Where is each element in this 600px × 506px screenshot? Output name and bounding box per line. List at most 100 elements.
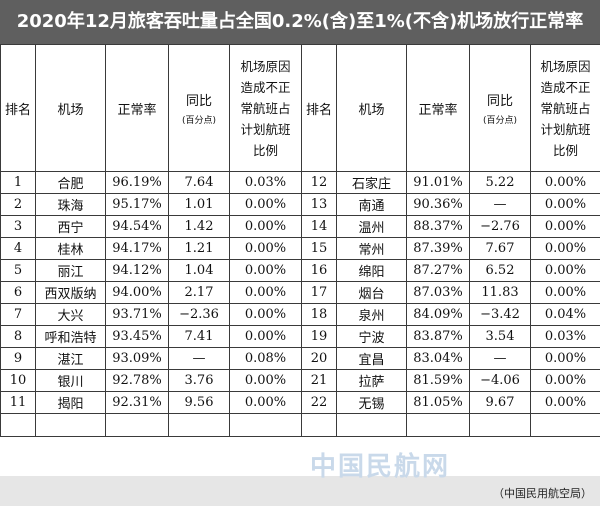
cell-airport: 宜昌 [336,347,407,370]
cell-yoy: 9.56 [168,391,230,414]
cell-airport: 合肥 [35,171,106,194]
cell-airport: 烟台 [336,281,407,304]
cell-ratio: 0.00% [229,215,302,238]
table-row: 10 银川 92.78% 3.76 0.00% 21 拉萨 81.59% −4.06 0.00% [0,369,600,392]
cell-rank: 13 [301,193,337,216]
cell-ratio: 0.00% [229,391,302,414]
cell-rate: 92.31% [105,391,169,414]
cell-airport: 无锡 [336,391,407,414]
cell-ratio: 0.00% [530,237,600,260]
table-row: 3 西宁 94.54% 1.42 0.00% 14 温州 88.37% −2.76 0.00% [0,215,600,238]
cell-empty [301,413,337,437]
cell-empty [336,413,407,437]
cell-yoy: 3.76 [168,369,230,392]
cell-ratio: 0.00% [530,347,600,370]
cell-rate: 87.39% [406,237,470,260]
cell-rank: 1 [0,171,36,194]
cell-rate: 92.78% [105,369,169,392]
cell-yoy: 1.04 [168,259,230,282]
cell-yoy: 2.17 [168,281,230,304]
cell-airport: 珠海 [35,193,106,216]
on-time-rate-table-container: 排名 机场 正常率 同比 (百分点) 机场原因 造成不正 常航班占 计划航班 比例 排名 … [0,44,600,476]
cell-rank: 14 [301,215,337,238]
cell-airport: 温州 [336,215,407,238]
cell-rank: 11 [0,391,36,414]
cell-airport: 银川 [35,369,106,392]
cell-airport: 石家庄 [336,171,407,194]
cell-yoy: 1.21 [168,237,230,260]
table-row: 9 湛江 93.09% —0.08% 20 宜昌 83.04% —0.00% [0,347,600,370]
cell-rank: 7 [0,303,36,326]
cell-rate: 91.01% [406,171,470,194]
cell-ratio: 0.00% [530,171,600,194]
cell-yoy: −2.76 [469,215,531,238]
cell-rate: 96.19% [105,171,169,194]
table-row: 6 西双版纳 94.00% 2.17 0.00% 17 烟台 87.03% 11.83 0.00% [0,281,600,304]
cell-rank: 16 [301,259,337,282]
cell-ratio: 0.00% [229,237,302,260]
cell-yoy: — [469,193,531,216]
on-time-rate-table: 排名 机场 正常率 同比 (百分点) 机场原因 造成不正 常航班占 计划航班 比例 排名 … [0,44,600,437]
table-row: 11 揭阳 92.31% 9.56 0.00% 22 无锡 81.05% 9.67 0.00% [0,391,600,414]
cell-ratio: 0.08% [229,347,302,370]
cell-rate: 83.87% [406,325,470,348]
cell-rank: 10 [0,369,36,392]
header-yoy-left: 同比 (百分点) [168,44,230,172]
cell-ratio: 0.03% [229,171,302,194]
cell-empty [469,413,531,437]
cell-rank: 17 [301,281,337,304]
cell-rate: 94.00% [105,281,169,304]
header-rate-left: 正常率 [105,44,169,172]
cell-ratio: 0.00% [530,281,600,304]
cell-yoy: — [469,347,531,370]
cell-airport: 西宁 [35,215,106,238]
cell-airport: 南通 [336,193,407,216]
table-header-row: 排名 机场 正常率 同比 (百分点) 机场原因 造成不正 常航班占 计划航班 比例 排名 … [0,44,600,172]
cell-rank: 5 [0,259,36,282]
cell-empty [530,413,600,437]
cell-rate: 87.27% [406,259,470,282]
cell-ratio: 0.00% [229,369,302,392]
cell-yoy: −2.36 [168,303,230,326]
cell-rate: 88.37% [406,215,470,238]
cell-airport: 泉州 [336,303,407,326]
cell-empty [229,413,302,437]
cell-yoy: 11.83 [469,281,531,304]
cell-airport: 拉萨 [336,369,407,392]
table-row: 1 合肥 96.19% 7.64 0.03% 12 石家庄 91.01% 5.22 0.00% [0,171,600,194]
cell-rank: 9 [0,347,36,370]
cell-airport: 丽江 [35,259,106,282]
cell-ratio: 0.00% [229,193,302,216]
cell-ratio: 0.00% [530,193,600,216]
cell-empty [0,413,36,437]
cell-rate: 93.09% [105,347,169,370]
cell-rank: 4 [0,237,36,260]
cell-ratio: 0.00% [530,215,600,238]
cell-rank: 8 [0,325,36,348]
cell-rate: 94.12% [105,259,169,282]
table-row: 2 珠海 95.17% 1.01 0.00% 13 南通 90.36% —0.00% [0,193,600,216]
cell-airport: 桂林 [35,237,106,260]
cell-ratio: 0.00% [530,259,600,282]
cell-airport: 大兴 [35,303,106,326]
cell-yoy: 9.67 [469,391,531,414]
cell-ratio: 0.04% [530,303,600,326]
cell-airport: 绵阳 [336,259,407,282]
header-yoy-right: 同比 (百分点) [469,44,531,172]
cell-yoy: — [168,347,230,370]
cell-rank: 21 [301,369,337,392]
cell-empty [35,413,106,437]
cell-rate: 81.59% [406,369,470,392]
cell-ratio: 0.00% [229,281,302,304]
cell-rank: 19 [301,325,337,348]
header-airport-left: 机场 [35,44,106,172]
table-body: 1 合肥 96.19% 7.64 0.03% 12 石家庄 91.01% 5.22 0.00% 2 珠… [0,171,600,437]
header-airport-cause-ratio-right: 机场原因 造成不正 常航班占 计划航班 比例 [530,44,600,172]
cell-ratio: 0.03% [530,325,600,348]
cell-rate: 90.36% [406,193,470,216]
cell-rate: 93.45% [105,325,169,348]
cell-yoy: 7.64 [168,171,230,194]
cell-airport: 常州 [336,237,407,260]
header-airport-right: 机场 [336,44,407,172]
cell-rate: 84.09% [406,303,470,326]
